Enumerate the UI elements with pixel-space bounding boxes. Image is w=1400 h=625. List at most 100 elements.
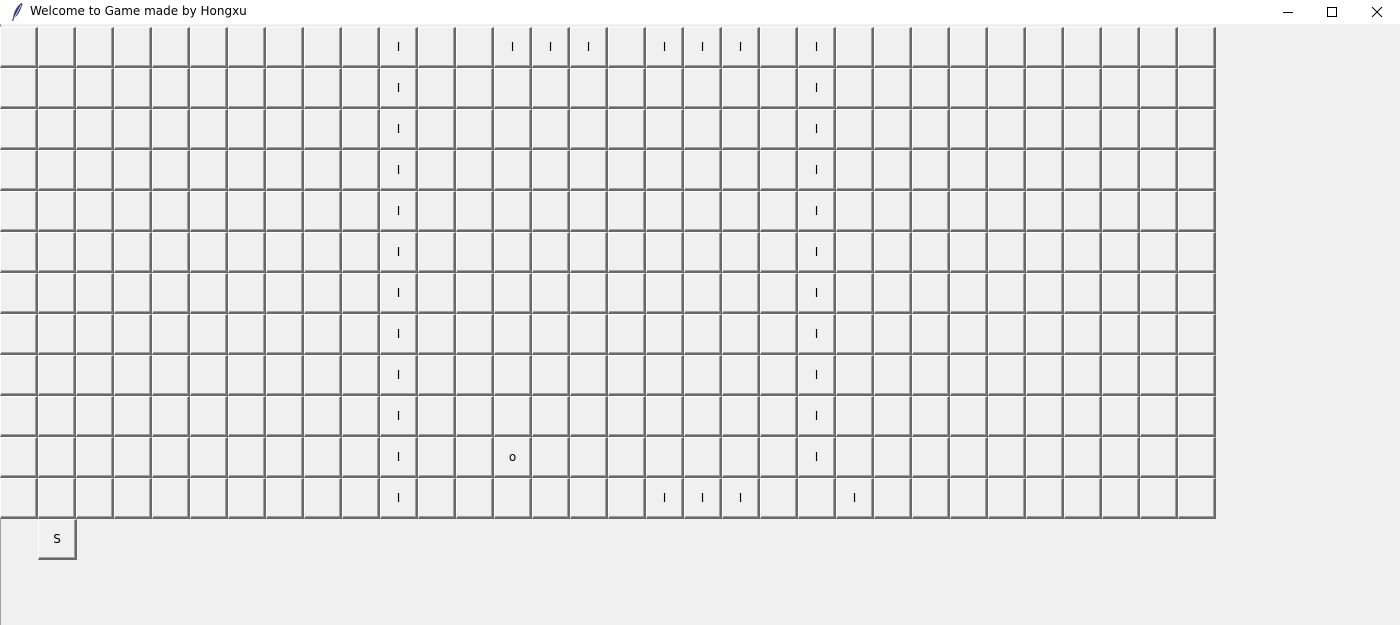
board-cell[interactable]: I (380, 27, 418, 68)
board-cell[interactable] (608, 273, 646, 314)
board-cell[interactable] (266, 437, 304, 478)
board-cell[interactable]: I (798, 150, 836, 191)
board-cell[interactable] (76, 355, 114, 396)
board-cell[interactable] (1026, 437, 1064, 478)
board-cell[interactable] (38, 27, 76, 68)
board-cell[interactable] (190, 109, 228, 150)
board-cell[interactable]: I (380, 355, 418, 396)
board-cell[interactable] (608, 68, 646, 109)
board-cell[interactable] (532, 232, 570, 273)
board-cell[interactable] (608, 314, 646, 355)
board-cell[interactable] (532, 396, 570, 437)
board-cell[interactable] (0, 191, 38, 232)
board-cell[interactable] (1064, 68, 1102, 109)
board-cell[interactable] (1026, 396, 1064, 437)
board-cell[interactable] (722, 191, 760, 232)
board-cell[interactable] (494, 191, 532, 232)
board-cell[interactable] (570, 68, 608, 109)
board-cell[interactable] (912, 355, 950, 396)
board-cell[interactable] (0, 27, 38, 68)
board-cell[interactable] (456, 191, 494, 232)
board-cell[interactable] (646, 396, 684, 437)
board-cell[interactable] (988, 68, 1026, 109)
board-cell[interactable] (532, 109, 570, 150)
board-cell[interactable] (38, 150, 76, 191)
board-cell[interactable] (684, 396, 722, 437)
board-cell[interactable] (570, 437, 608, 478)
board-cell[interactable] (912, 68, 950, 109)
board-cell[interactable] (722, 109, 760, 150)
board-cell[interactable] (1178, 232, 1216, 273)
board-cell[interactable] (114, 355, 152, 396)
board-cell[interactable] (190, 478, 228, 519)
board-cell[interactable] (950, 396, 988, 437)
board-cell[interactable] (1102, 150, 1140, 191)
board-cell[interactable] (1102, 27, 1140, 68)
board-cell[interactable] (1102, 191, 1140, 232)
board-cell[interactable] (760, 27, 798, 68)
board-cell[interactable] (456, 478, 494, 519)
board-cell[interactable] (304, 396, 342, 437)
board-cell[interactable] (1064, 109, 1102, 150)
board-cell[interactable] (418, 355, 456, 396)
board-cell[interactable] (532, 68, 570, 109)
board-cell[interactable] (304, 109, 342, 150)
board-cell[interactable] (532, 150, 570, 191)
board-cell[interactable] (836, 355, 874, 396)
board-cell[interactable] (760, 232, 798, 273)
board-cell[interactable] (760, 314, 798, 355)
board-cell[interactable] (722, 150, 760, 191)
board-cell[interactable] (152, 68, 190, 109)
board-cell[interactable] (1178, 478, 1216, 519)
board-cell[interactable] (418, 273, 456, 314)
board-cell[interactable] (950, 232, 988, 273)
board-cell[interactable] (950, 109, 988, 150)
board-cell[interactable] (228, 232, 266, 273)
board-cell[interactable] (266, 232, 304, 273)
board-cell[interactable] (266, 68, 304, 109)
board-cell[interactable] (1064, 27, 1102, 68)
board-cell[interactable] (1064, 478, 1102, 519)
board-cell[interactable] (1102, 109, 1140, 150)
board-cell[interactable] (456, 232, 494, 273)
board-cell[interactable] (494, 68, 532, 109)
board-cell[interactable] (836, 109, 874, 150)
board-cell[interactable] (1102, 232, 1140, 273)
board-cell[interactable] (912, 314, 950, 355)
board-cell[interactable] (228, 396, 266, 437)
board-cell[interactable] (494, 273, 532, 314)
board-cell[interactable] (456, 68, 494, 109)
board-cell[interactable] (304, 191, 342, 232)
board-cell[interactable] (304, 478, 342, 519)
board-cell[interactable] (456, 396, 494, 437)
board-cell[interactable] (266, 396, 304, 437)
board-cell[interactable] (494, 478, 532, 519)
board-cell[interactable] (1026, 150, 1064, 191)
board-cell[interactable] (342, 109, 380, 150)
board-cell[interactable] (190, 150, 228, 191)
board-cell[interactable] (228, 437, 266, 478)
board-cell[interactable] (114, 437, 152, 478)
board-cell[interactable] (152, 396, 190, 437)
board-cell[interactable] (228, 109, 266, 150)
board-cell[interactable] (722, 355, 760, 396)
board-cell[interactable] (342, 273, 380, 314)
board-cell[interactable]: I (684, 478, 722, 519)
board-cell[interactable]: I (722, 27, 760, 68)
board-cell[interactable] (304, 273, 342, 314)
board-cell[interactable] (722, 396, 760, 437)
board-cell[interactable] (38, 191, 76, 232)
board-cell[interactable] (1102, 437, 1140, 478)
board-cell[interactable] (342, 314, 380, 355)
board-cell[interactable] (1026, 355, 1064, 396)
board-cell[interactable]: I (380, 109, 418, 150)
board-cell[interactable] (0, 109, 38, 150)
board-cell[interactable]: I (798, 191, 836, 232)
board-cell[interactable] (418, 68, 456, 109)
board-cell[interactable] (646, 355, 684, 396)
board-cell[interactable] (1178, 68, 1216, 109)
board-cell[interactable] (152, 27, 190, 68)
board-cell[interactable] (304, 68, 342, 109)
board-cell[interactable] (988, 396, 1026, 437)
board-cell[interactable] (190, 437, 228, 478)
